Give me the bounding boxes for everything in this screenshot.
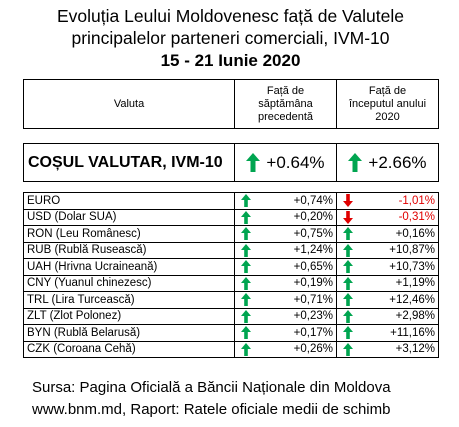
green-up-arrow-icon	[343, 309, 353, 323]
red-down-arrow-icon	[343, 194, 353, 208]
green-up-arrow-icon	[241, 260, 251, 274]
gap-row	[23, 181, 439, 193]
table-row: UAH (Hrivna Ucraineană) +0,65% +10,73%	[23, 258, 439, 276]
currency-name: USD (Dolar SUA)	[23, 208, 235, 226]
green-up-arrow-icon	[343, 293, 353, 307]
change-week-value: +1,24%	[293, 244, 333, 257]
change-year-value: +0,16%	[395, 227, 435, 240]
table-row: RON (Leu Românesc) +0,75% +0,16%	[23, 225, 439, 243]
table-row: USD (Dolar SUA) +0,20% -0,31%	[23, 208, 439, 226]
currency-name: EURO	[23, 192, 235, 210]
basket-year-value: +2.66%	[368, 152, 427, 172]
change-week-value: +0,71%	[293, 293, 333, 306]
table-row: CNY (Yuanul chinezesc) +0,19% +1,19%	[23, 274, 439, 292]
source-line-2: www.bnm.md, Raport: Ratele oficiale medi…	[32, 401, 391, 418]
green-up-arrow-icon	[241, 276, 251, 290]
green-up-arrow-icon	[343, 260, 353, 274]
currency-name: CZK (Coroana Cehă)	[23, 340, 235, 358]
change-week-value: +0,20%	[293, 211, 333, 224]
change-week-value: +0,17%	[293, 326, 333, 339]
green-up-arrow-icon	[343, 243, 353, 257]
green-up-arrow-icon	[241, 342, 251, 356]
currency-name: RUB (Rublă Rusească)	[23, 241, 235, 259]
basket-row: COȘUL VALUTAR, IVM-10 +0.64% +2.66%	[23, 143, 439, 182]
change-year-value: -0,31%	[398, 211, 435, 224]
change-week-value: +0,19%	[293, 277, 333, 290]
green-up-arrow-icon	[241, 293, 251, 307]
currency-name: CNY (Yuanul chinezesc)	[23, 274, 235, 292]
change-year-value: +10,73%	[389, 260, 435, 273]
currency-name: ZLT (Zlot Polonez)	[23, 307, 235, 325]
table-row: EURO +0,74% -1,01%	[23, 192, 439, 210]
spacer-row	[23, 128, 439, 144]
table-header-row: Valuta Față de săptămâna precedentă Față…	[23, 79, 439, 129]
change-week-value: +0,23%	[293, 310, 333, 323]
exchange-rate-table: Valuta Față de săptămâna precedentă Față…	[23, 79, 439, 358]
green-up-arrow-icon	[241, 243, 251, 257]
change-year-value: +2,98%	[395, 310, 435, 323]
change-year-value: -1,01%	[398, 194, 435, 207]
currency-name: TRL (Lira Turcească)	[23, 291, 235, 309]
table-row: RUB (Rublă Rusească) +1,24% +10,87%	[23, 241, 439, 259]
title-line-1: Evoluția Leului Moldovenesc față de Valu…	[57, 6, 404, 26]
header-week: Față de săptămâna precedentă	[234, 79, 337, 129]
currency-name: BYN (Rublă Belarusă)	[23, 324, 235, 342]
green-up-arrow-icon	[343, 326, 353, 340]
change-year-value: +11,16%	[390, 326, 435, 339]
header-currency: Valuta	[23, 79, 235, 129]
title-date-range: 15 - 21 Iunie 2020	[160, 51, 301, 70]
change-year-value: +3,12%	[395, 343, 435, 356]
change-year-value: +12,46%	[389, 293, 435, 306]
change-year-value: +10,87%	[389, 244, 435, 257]
green-up-arrow-icon	[343, 276, 353, 290]
change-year-value: +1,19%	[395, 277, 435, 290]
green-up-arrow-icon	[241, 309, 251, 323]
table-row: ZLT (Zlot Polonez) +0,23% +2,98%	[23, 307, 439, 325]
red-down-arrow-icon	[343, 210, 353, 224]
table-row: BYN (Rublă Belarusă) +0,17% +11,16%	[23, 324, 439, 342]
green-up-arrow-icon	[241, 326, 251, 340]
green-up-arrow-icon	[348, 153, 363, 172]
green-up-arrow-icon	[241, 227, 251, 241]
source-line-1: Sursa: Pagina Oficială a Băncii Național…	[32, 379, 391, 396]
green-up-arrow-icon	[343, 342, 353, 356]
currency-name: RON (Leu Românesc)	[23, 225, 235, 243]
green-up-arrow-icon	[241, 194, 251, 208]
change-week-value: +0,65%	[293, 260, 333, 273]
change-week-value: +0,74%	[293, 194, 333, 207]
basket-week-value: +0.64%	[266, 152, 325, 172]
change-week-value: +0,75%	[293, 227, 333, 240]
header-year: Față de începutul anului 2020	[336, 79, 439, 129]
title-line-2: principalelor parteneri comerciali, IVM-…	[71, 28, 390, 48]
green-up-arrow-icon	[343, 227, 353, 241]
green-up-arrow-icon	[246, 153, 261, 172]
green-up-arrow-icon	[241, 210, 251, 224]
basket-name: COȘUL VALUTAR, IVM-10	[23, 143, 235, 182]
table-row: TRL (Lira Turcească) +0,71% +12,46%	[23, 291, 439, 309]
change-week-value: +0,26%	[293, 343, 333, 356]
table-row: CZK (Coroana Cehă) +0,26% +3,12%	[23, 340, 439, 358]
currency-name: UAH (Hrivna Ucraineană)	[23, 258, 235, 276]
